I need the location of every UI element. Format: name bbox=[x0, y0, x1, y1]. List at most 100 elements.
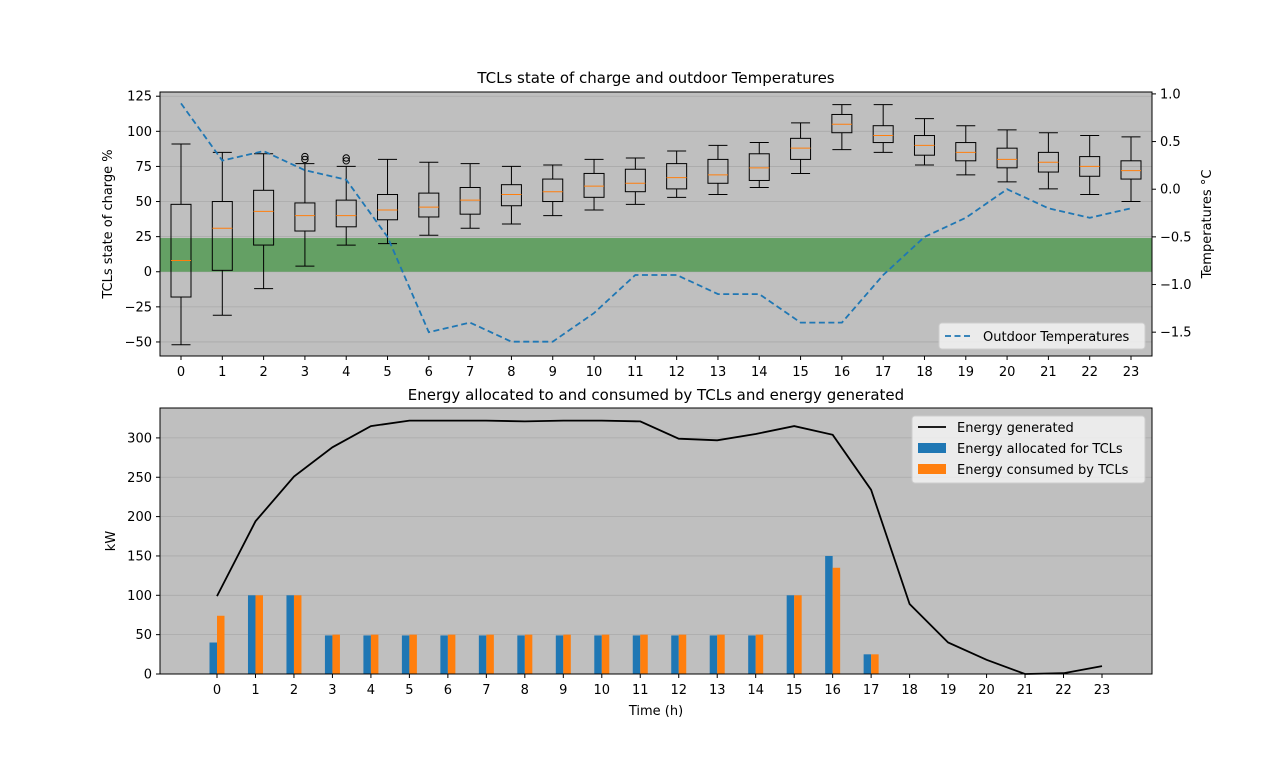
legend-allocated-label: Energy allocated for TCLs bbox=[957, 442, 1123, 457]
box-iqr bbox=[831, 113, 853, 134]
box-iqr bbox=[335, 199, 357, 228]
bar-energy-allocated bbox=[324, 635, 333, 674]
bar-energy-allocated bbox=[671, 635, 679, 674]
top-plot-background bbox=[160, 92, 1152, 356]
top-xtick-label: 20 bbox=[999, 365, 1016, 380]
top-xtick-label: 0 bbox=[177, 365, 185, 380]
top-y2tick-label: −1.5 bbox=[1160, 326, 1192, 341]
bottom-xtick-label: 4 bbox=[367, 683, 375, 698]
bottom-plot-frame bbox=[159, 407, 1153, 675]
bar-energy-allocated bbox=[363, 635, 371, 674]
box-iqr bbox=[748, 153, 770, 181]
box-iqr bbox=[707, 158, 729, 184]
box-iqr bbox=[294, 202, 316, 232]
bottom-xtick-label: 2 bbox=[290, 683, 298, 698]
bar-energy-allocated bbox=[517, 635, 525, 674]
top-xtick-label: 7 bbox=[466, 365, 474, 380]
bar-energy-consumed bbox=[332, 634, 340, 674]
box-outlier bbox=[301, 152, 309, 161]
bottom-xtick-label: 8 bbox=[521, 683, 529, 698]
top-xtick-label: 2 bbox=[259, 365, 267, 380]
legend-allocated-swatch bbox=[918, 443, 946, 453]
bar-energy-allocated bbox=[555, 635, 564, 674]
top-xtick-label: 18 bbox=[916, 365, 933, 380]
top-ytick-label: 100 bbox=[127, 125, 152, 140]
bottom-ytick-label: 200 bbox=[127, 510, 152, 525]
bar-energy-allocated bbox=[632, 635, 641, 674]
bottom-xtick-label: 18 bbox=[901, 683, 918, 698]
bottom-xtick-label: 3 bbox=[328, 683, 336, 698]
top-y2tick-label: 0.5 bbox=[1160, 135, 1181, 150]
legend-temperature-label: Outdoor Temperatures bbox=[983, 330, 1130, 345]
bar-energy-consumed bbox=[794, 595, 802, 674]
energy-generated-line bbox=[216, 419, 1103, 675]
box-iqr bbox=[211, 201, 233, 271]
bar-energy-consumed bbox=[640, 634, 648, 674]
box-outlier bbox=[342, 154, 350, 162]
bar-energy-allocated bbox=[478, 635, 487, 674]
bar-energy-consumed bbox=[447, 634, 456, 674]
bottom-ytick-label: 150 bbox=[127, 549, 152, 564]
box-iqr bbox=[955, 142, 977, 162]
bar-energy-allocated bbox=[709, 635, 718, 674]
bottom-ytick-label: 50 bbox=[135, 628, 152, 643]
box-iqr bbox=[170, 203, 192, 298]
bar-energy-consumed bbox=[601, 634, 610, 674]
legend-consumed-label: Energy consumed by TCLs bbox=[957, 463, 1129, 478]
bottom-y-axis-label: kW bbox=[104, 531, 119, 552]
box-iqr bbox=[624, 168, 646, 193]
top-ytick-label: 125 bbox=[127, 90, 152, 105]
top-ytick-label: 25 bbox=[135, 230, 152, 245]
bottom-chart-title: Energy allocated to and consumed by TCLs… bbox=[408, 386, 904, 404]
bottom-xtick-label: 16 bbox=[824, 683, 841, 698]
bar-energy-consumed bbox=[370, 634, 379, 674]
top-xtick-label: 14 bbox=[751, 365, 768, 380]
bottom-xtick-label: 17 bbox=[863, 683, 880, 698]
top-y2tick-label: 0.0 bbox=[1160, 183, 1181, 198]
bottom-xtick-label: 5 bbox=[405, 683, 413, 698]
box-iqr bbox=[996, 147, 1018, 169]
bar-energy-consumed bbox=[293, 595, 302, 674]
bottom-xtick-label: 22 bbox=[1055, 683, 1072, 698]
box-iqr bbox=[583, 172, 605, 198]
top-ytick-label: −25 bbox=[125, 300, 152, 315]
bottom-xtick-label: 12 bbox=[670, 683, 687, 698]
bar-energy-consumed bbox=[524, 634, 533, 674]
bottom-xtick-label: 15 bbox=[786, 683, 803, 698]
bottom-xtick-label: 6 bbox=[444, 683, 452, 698]
top-xtick-label: 23 bbox=[1123, 365, 1140, 380]
bottom-xtick-label: 14 bbox=[747, 683, 764, 698]
top-ytick-label: −50 bbox=[125, 335, 152, 350]
bottom-xtick-label: 0 bbox=[213, 683, 221, 698]
soc-target-band bbox=[160, 238, 1152, 272]
bar-energy-allocated bbox=[594, 635, 602, 674]
top-xtick-label: 19 bbox=[958, 365, 975, 380]
legend-consumed-swatch bbox=[918, 464, 946, 474]
box-iqr bbox=[542, 178, 564, 203]
top-xtick-label: 9 bbox=[549, 365, 557, 380]
bar-energy-allocated bbox=[286, 595, 294, 674]
top-xtick-label: 22 bbox=[1081, 365, 1098, 380]
top-y2tick-label: −1.0 bbox=[1160, 278, 1192, 293]
top-xtick-label: 10 bbox=[586, 365, 603, 380]
box-iqr bbox=[459, 186, 481, 215]
bottom-xtick-label: 1 bbox=[251, 683, 259, 698]
top-xtick-label: 11 bbox=[627, 365, 644, 380]
bottom-xtick-label: 9 bbox=[559, 683, 567, 698]
bottom-ytick-label: 300 bbox=[127, 431, 152, 446]
bottom-xtick-label: 19 bbox=[940, 683, 957, 698]
bar-energy-consumed bbox=[871, 654, 879, 674]
outdoor-temperature-line bbox=[180, 102, 1132, 343]
top-legend: Outdoor Temperatures bbox=[938, 322, 1146, 350]
bar-energy-allocated bbox=[786, 595, 795, 674]
top-y2tick-label: −0.5 bbox=[1160, 230, 1192, 245]
bottom-xtick-label: 10 bbox=[594, 683, 611, 698]
bar-energy-allocated bbox=[863, 654, 872, 674]
bar-energy-consumed bbox=[486, 634, 494, 674]
top-xtick-label: 5 bbox=[383, 365, 391, 380]
bottom-xtick-label: 21 bbox=[1017, 683, 1034, 698]
bar-energy-consumed bbox=[563, 634, 571, 674]
bottom-x-axis-label: Time (h) bbox=[628, 704, 683, 719]
